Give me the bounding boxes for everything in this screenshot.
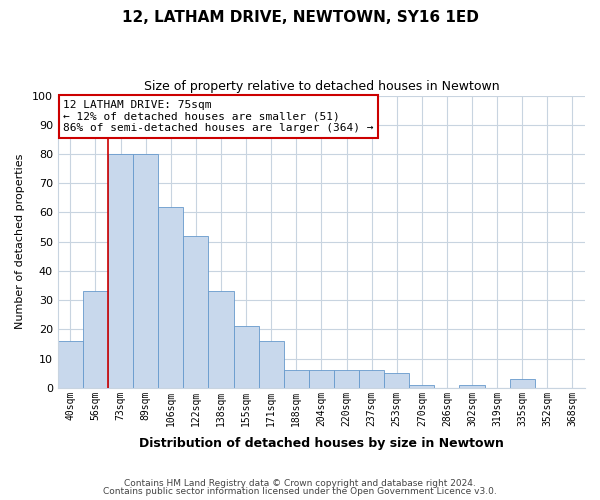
Text: 12 LATHAM DRIVE: 75sqm
← 12% of detached houses are smaller (51)
86% of semi-det: 12 LATHAM DRIVE: 75sqm ← 12% of detached… [63, 100, 374, 133]
Bar [184, 236, 208, 388]
Bar [359, 370, 384, 388]
Bar [460, 385, 485, 388]
Bar [509, 379, 535, 388]
Bar [284, 370, 309, 388]
Bar [334, 370, 359, 388]
X-axis label: Distribution of detached houses by size in Newtown: Distribution of detached houses by size … [139, 437, 504, 450]
Text: Contains public sector information licensed under the Open Government Licence v3: Contains public sector information licen… [103, 487, 497, 496]
Bar [108, 154, 133, 388]
Bar [233, 326, 259, 388]
Bar [58, 341, 83, 388]
Bar [83, 292, 108, 388]
Y-axis label: Number of detached properties: Number of detached properties [15, 154, 25, 330]
Bar [384, 373, 409, 388]
Bar [309, 370, 334, 388]
Text: Contains HM Land Registry data © Crown copyright and database right 2024.: Contains HM Land Registry data © Crown c… [124, 478, 476, 488]
Bar [208, 292, 233, 388]
Bar [133, 154, 158, 388]
Bar [259, 341, 284, 388]
Bar [158, 206, 184, 388]
Text: 12, LATHAM DRIVE, NEWTOWN, SY16 1ED: 12, LATHAM DRIVE, NEWTOWN, SY16 1ED [122, 10, 478, 25]
Bar [409, 385, 434, 388]
Title: Size of property relative to detached houses in Newtown: Size of property relative to detached ho… [143, 80, 499, 93]
